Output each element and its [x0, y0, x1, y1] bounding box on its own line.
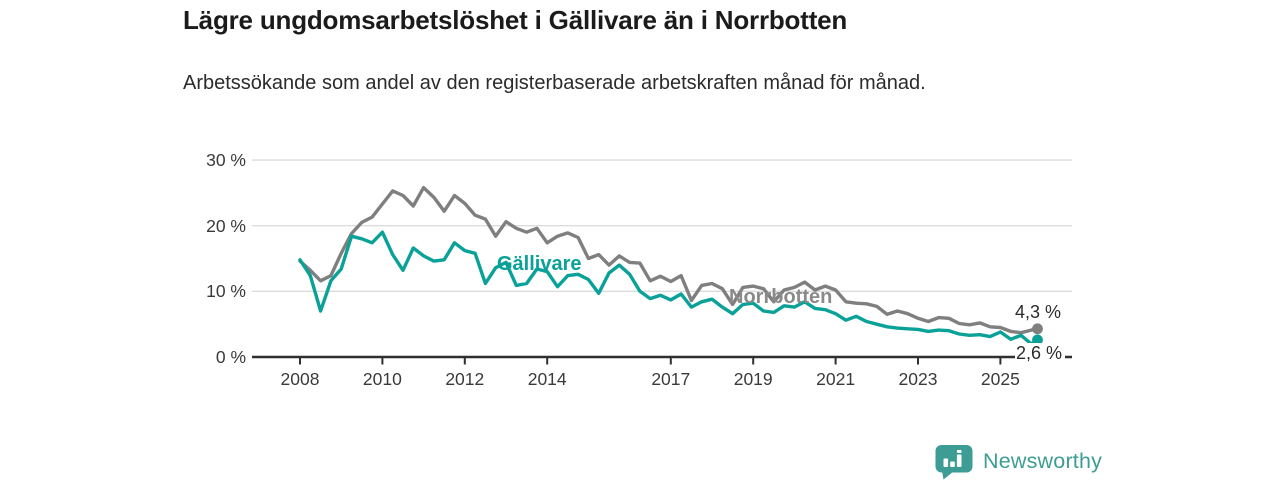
end-dot-gällivare	[1032, 334, 1043, 346]
x-tick-label-2023: 2023	[898, 369, 938, 389]
newsworthy-logo: Newsworthy	[934, 443, 1234, 480]
y-tick-label-10: 10 %	[206, 281, 246, 302]
end-value-norrbotten: 4,3 %	[1015, 302, 1062, 322]
chart-title: Lägre ungdomsarbetslöshet i Gällivare än…	[183, 5, 848, 35]
y-tick-label-0: 0 %	[215, 347, 246, 367]
x-tick-label-2017: 2017	[651, 369, 691, 389]
series-label-norrbotten: Norrbotten	[729, 286, 833, 308]
x-tick-label-2021: 2021	[816, 369, 856, 389]
x-tick-label-2008: 2008	[280, 369, 320, 389]
x-tick-label-2019: 2019	[733, 369, 773, 389]
chart-subtitle: Arbetssökande som andel av den registerb…	[183, 72, 926, 94]
series-line-gällivare	[298, 230, 1040, 346]
newsworthy-logo-text: Newsworthy	[983, 449, 1103, 473]
series-line-norrbotten	[298, 185, 1040, 335]
x-tick-label-2014: 2014	[527, 369, 567, 389]
series-label-gallivare: Gällivare	[497, 253, 582, 275]
end-value-gallivare: 2,6 %	[1015, 343, 1066, 363]
x-tick-label-2010: 2010	[362, 369, 402, 389]
y-tick-label-30: 30 %	[206, 150, 246, 171]
x-tick-label-2012: 2012	[445, 369, 485, 389]
x-tick-label-2025: 2025	[980, 369, 1020, 389]
newsworthy-bars-badge-icon	[935, 445, 973, 480]
y-tick-label-20: 20 %	[206, 215, 246, 236]
end-dot-norrbotten	[1032, 323, 1043, 335]
